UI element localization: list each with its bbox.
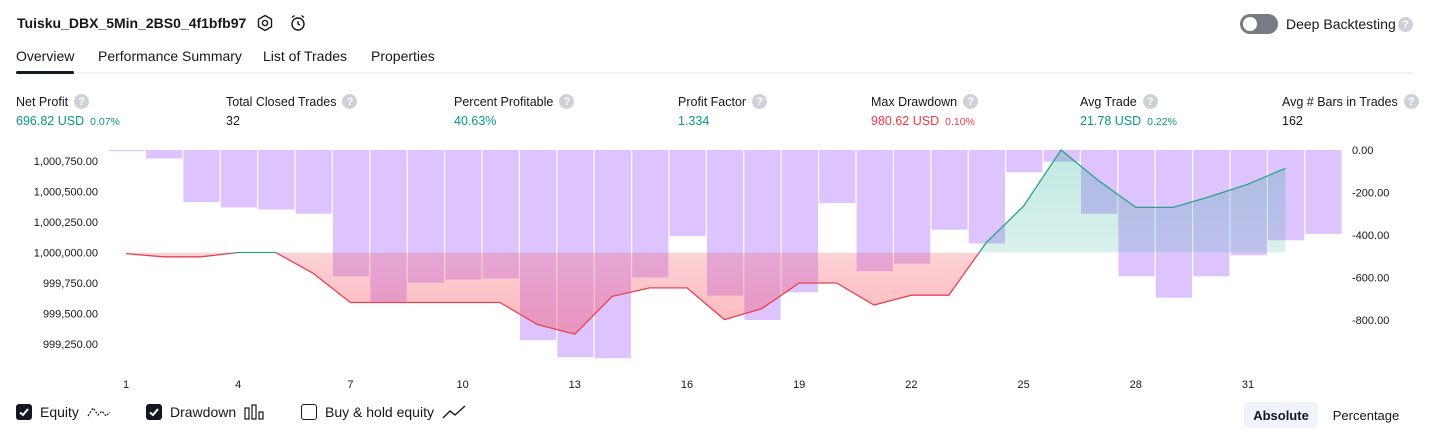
equity-drawdown-chart[interactable]: 1,000,750.00 1,000,500.00 1,000,250.00 1,00…	[0, 0, 1431, 400]
legend-buy-hold-label: Buy & hold equity	[325, 404, 434, 420]
left-axis-tick: 999,250.00	[43, 339, 98, 351]
legend-equity-label: Equity	[40, 404, 79, 420]
x-axis-tick: 31	[1242, 379, 1254, 391]
left-axis-tick: 1,000,000.00	[34, 248, 98, 260]
drawdown-bar	[183, 150, 219, 202]
x-axis-tick: 28	[1130, 379, 1142, 391]
right-axis-tick: -200.00	[1352, 188, 1389, 200]
right-axis-tick: -400.00	[1352, 230, 1389, 242]
legend-buy-hold[interactable]: Buy & hold equity	[301, 404, 466, 420]
drawdown-bar	[1006, 150, 1042, 172]
equity-checkbox[interactable]	[16, 404, 32, 420]
x-axis: 1 4 7 10 13 16 19 22 25 28 31	[123, 379, 1254, 391]
left-axis-tick: 999,500.00	[43, 309, 98, 321]
x-axis-tick: 4	[235, 379, 241, 391]
drawdown-bar	[819, 150, 855, 203]
drawdown-bar	[296, 150, 332, 214]
percentage-toggle[interactable]: Percentage	[1322, 402, 1410, 428]
left-axis: 1,000,750.00 1,000,500.00 1,000,250.00 1,00…	[34, 156, 98, 351]
right-axis-tick: 0.00	[1352, 145, 1373, 157]
buy-hold-checkbox[interactable]	[301, 404, 317, 420]
legend-drawdown[interactable]: Drawdown	[146, 404, 266, 420]
x-axis-tick: 13	[569, 379, 581, 391]
buy-hold-line-icon	[442, 404, 466, 420]
absolute-toggle[interactable]: Absolute	[1244, 402, 1318, 428]
x-axis-tick: 25	[1017, 379, 1029, 391]
drawdown-bar	[146, 150, 182, 159]
drawdown-bar	[931, 150, 967, 230]
drawdown-bars-icon	[244, 404, 266, 420]
left-axis-tick: 999,750.00	[43, 278, 98, 290]
x-axis-tick: 10	[456, 379, 468, 391]
drawdown-bar	[258, 150, 294, 210]
x-axis-tick: 16	[681, 379, 693, 391]
drawdown-bar	[109, 150, 145, 151]
left-axis-tick: 1,000,750.00	[34, 156, 98, 168]
drawdown-checkbox[interactable]	[146, 404, 162, 420]
legend-drawdown-label: Drawdown	[170, 404, 236, 420]
legend-equity[interactable]: Equity	[16, 404, 111, 420]
right-axis-tick: -600.00	[1352, 273, 1389, 285]
x-axis-tick: 19	[793, 379, 805, 391]
right-axis: 0.00 -200.00 -400.00 -600.00 -800.00	[1352, 145, 1389, 327]
x-axis-tick: 1	[123, 379, 129, 391]
equity-line-icon	[87, 404, 111, 420]
left-axis-tick: 1,000,500.00	[34, 187, 98, 199]
right-axis-tick: -800.00	[1352, 315, 1389, 327]
drawdown-bar	[221, 150, 257, 207]
drawdown-bar	[670, 150, 706, 236]
left-axis-tick: 1,000,250.00	[34, 217, 98, 229]
drawdown-bar	[1305, 150, 1341, 234]
x-axis-tick: 22	[905, 379, 917, 391]
x-axis-tick: 7	[347, 379, 353, 391]
drawdown-bar	[894, 150, 930, 264]
